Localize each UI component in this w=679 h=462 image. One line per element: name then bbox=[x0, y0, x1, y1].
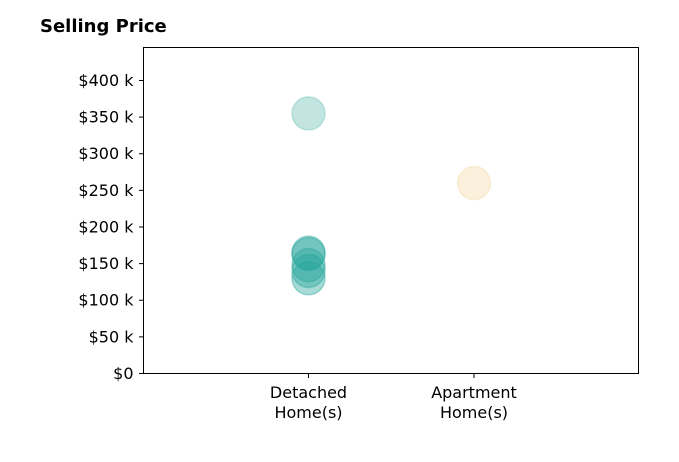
data-point bbox=[291, 253, 326, 289]
y-tick-label: $0 bbox=[113, 364, 133, 383]
x-tick-label: Detached Home(s) bbox=[270, 383, 347, 422]
chart-title: Selling Price bbox=[40, 16, 167, 37]
y-tick-label: $350 k bbox=[78, 108, 134, 127]
data-point bbox=[291, 261, 326, 296]
data-point bbox=[291, 247, 326, 283]
y-axis: $0 $50 k $100 k $150 k $200 k $250 k $300 k $35… bbox=[78, 71, 144, 383]
data-point bbox=[291, 96, 326, 131]
y-tick-label: $400 k bbox=[78, 71, 134, 90]
y-tick-label: $300 k bbox=[78, 144, 134, 163]
y-tick-label: $200 k bbox=[78, 217, 134, 236]
y-tick-label: $100 k bbox=[78, 291, 134, 310]
data-point bbox=[291, 235, 326, 270]
x-tick-label: Apartment Home(s) bbox=[431, 383, 517, 422]
x-axis: Detached Home(s) Apartment Home(s) bbox=[270, 373, 517, 422]
data-point bbox=[456, 165, 492, 201]
y-tick-label: $150 k bbox=[78, 254, 134, 273]
y-tick-label: $250 k bbox=[78, 181, 134, 200]
y-tick-label: $50 k bbox=[89, 327, 135, 346]
data-point bbox=[291, 236, 326, 272]
points-layer bbox=[291, 96, 492, 296]
plot-frame bbox=[143, 47, 639, 374]
